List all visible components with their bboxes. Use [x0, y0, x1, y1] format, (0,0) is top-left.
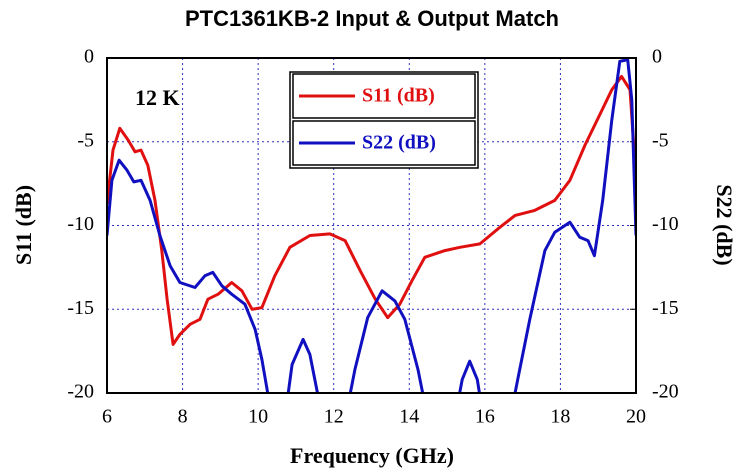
y-tick-label: 0	[84, 46, 94, 68]
x-tick-label: 16	[475, 406, 495, 428]
y-axis-label: S11 (dB)	[11, 185, 36, 265]
series-line	[107, 74, 636, 346]
x-tick-label: 14	[399, 406, 419, 428]
y-tick-label: -15	[67, 297, 94, 319]
series-line	[107, 58, 636, 393]
y2-tick-label: -15	[652, 297, 679, 319]
y-tick-label: -20	[67, 381, 94, 403]
annotation: 12 K	[135, 85, 180, 110]
x-tick-label: 18	[550, 406, 570, 428]
plot-lines	[107, 58, 636, 393]
x-axis-label: Frequency (GHz)	[290, 443, 454, 468]
legend: S11 (dB) S22 (dB)	[289, 71, 479, 169]
chart-title: PTC1361KB-2 Input & Output Match	[185, 6, 559, 31]
y2-tick-label: 0	[652, 46, 662, 68]
y-tick-label: -5	[77, 129, 94, 151]
y2-tick-label: -20	[652, 381, 679, 403]
y2-tick-label: -5	[652, 129, 669, 151]
legend-label: S22 (dB)	[362, 132, 436, 154]
x-tick-label: 20	[626, 406, 646, 428]
x-tick-label: 10	[248, 406, 268, 428]
x-tick-label: 8	[178, 406, 188, 428]
x-tick-label: 12	[324, 406, 344, 428]
legend-label: S11 (dB)	[362, 85, 435, 107]
y2-tick-label: -10	[652, 213, 679, 235]
plot-frame	[106, 57, 637, 394]
y2-axis-label: S22 (dB)	[712, 184, 737, 265]
y-tick-label: -10	[67, 213, 94, 235]
x-tick-label: 6	[102, 406, 112, 428]
